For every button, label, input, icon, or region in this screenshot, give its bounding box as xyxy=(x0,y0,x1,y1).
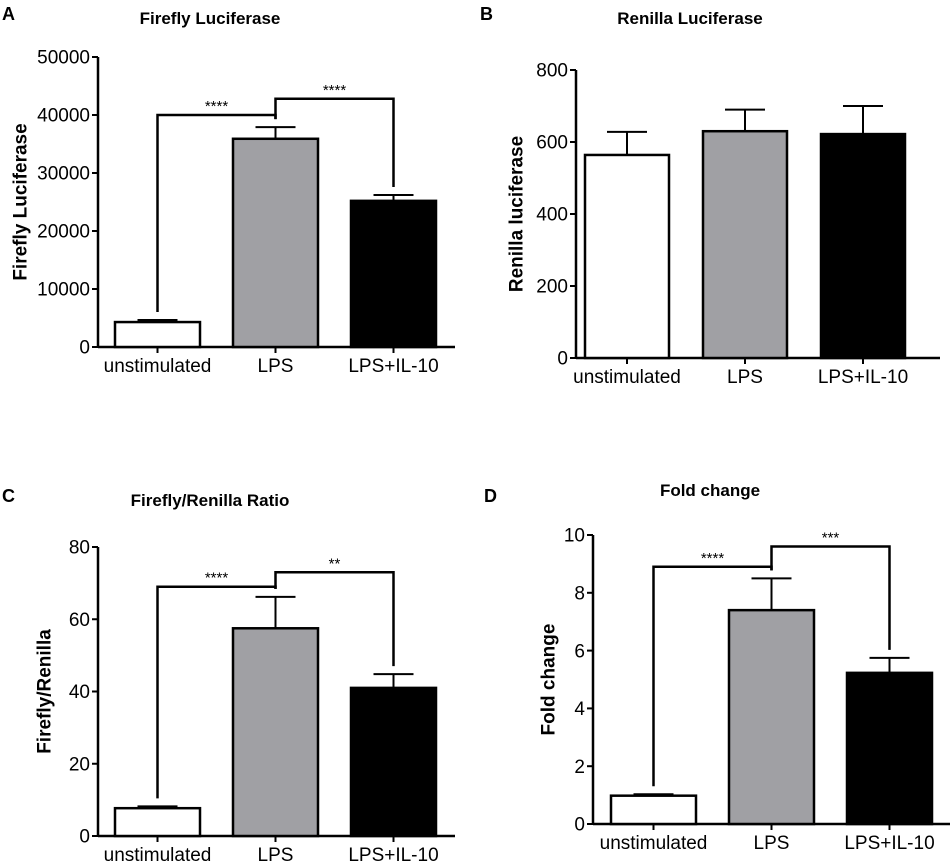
y-tick-label: 800 xyxy=(536,61,568,82)
x-tick-label: unstimulated xyxy=(573,367,681,388)
panel-letter: C xyxy=(2,486,15,506)
significance-bracket xyxy=(274,571,395,667)
x-tick-label: LPS+IL-10 xyxy=(844,833,934,854)
x-tick-label: LPS xyxy=(727,367,763,388)
chart-title: Firefly Luciferase xyxy=(140,9,281,28)
x-tick-label: LPS+IL-10 xyxy=(348,356,438,377)
significance-label: **** xyxy=(205,570,229,587)
y-axis-label: Fold change xyxy=(539,624,560,736)
x-tick-label: LPS xyxy=(754,833,790,854)
significance-label: **** xyxy=(205,98,229,115)
y-axis-label: Firefly/Renilla xyxy=(35,629,56,754)
significance-label: **** xyxy=(323,82,347,99)
bar-lps-il-10 xyxy=(845,671,934,826)
bar-unstimulated xyxy=(583,153,671,360)
y-tick-label: 400 xyxy=(536,205,568,226)
y-tick-label: 2 xyxy=(574,757,585,778)
chart-title: Fold change xyxy=(660,481,760,500)
bar-lps xyxy=(231,137,320,349)
y-tick-label: 200 xyxy=(536,277,568,298)
y-axis-label: Renilla luciferase xyxy=(507,136,528,292)
bar-lps xyxy=(727,608,816,826)
significance-label: ** xyxy=(329,555,341,572)
chart-title: Firefly/Renilla Ratio xyxy=(131,491,290,510)
x-tick-label: LPS+IL-10 xyxy=(818,367,908,388)
chart-title: Renilla Luciferase xyxy=(617,9,763,28)
x-tick-label: LPS+IL-10 xyxy=(348,845,438,863)
bar-lps-il-10 xyxy=(349,686,438,838)
y-axis-label: Firefly Luciferase xyxy=(11,123,32,280)
bar-lps xyxy=(231,627,320,838)
y-tick-label: 50000 xyxy=(37,48,90,69)
bar-lps-il-10 xyxy=(819,132,907,360)
y-tick-label: 8 xyxy=(574,583,585,604)
x-tick-label: unstimulated xyxy=(104,356,212,377)
significance-label: *** xyxy=(822,530,840,547)
y-tick-label: 10000 xyxy=(37,280,90,301)
y-tick-label: 20 xyxy=(69,754,90,775)
y-tick-label: 4 xyxy=(574,699,585,720)
significance-bracket xyxy=(274,97,395,188)
panel-letter: A xyxy=(2,4,15,24)
significance-label: **** xyxy=(701,550,725,567)
bar-unstimulated xyxy=(609,794,698,826)
y-tick-label: 0 xyxy=(574,815,585,836)
y-tick-label: 600 xyxy=(536,133,568,154)
significance-bracket xyxy=(770,545,891,650)
panel-letter: D xyxy=(484,486,497,506)
y-tick-label: 30000 xyxy=(37,164,90,185)
y-tick-label: 0 xyxy=(79,338,90,359)
bar-unstimulated xyxy=(113,320,202,349)
bar-lps-il-10 xyxy=(349,199,438,349)
y-tick-label: 0 xyxy=(79,827,90,848)
y-tick-label: 20000 xyxy=(37,222,90,243)
x-tick-label: unstimulated xyxy=(600,833,708,854)
y-tick-label: 0 xyxy=(557,349,568,370)
y-tick-label: 80 xyxy=(69,538,90,559)
x-tick-label: LPS xyxy=(258,356,294,377)
y-tick-label: 60 xyxy=(69,610,90,631)
y-tick-label: 40000 xyxy=(37,106,90,127)
y-tick-label: 10 xyxy=(564,526,585,547)
panel-letter: B xyxy=(480,4,493,24)
y-tick-label: 6 xyxy=(574,641,585,662)
bar-unstimulated xyxy=(113,806,202,838)
y-tick-label: 40 xyxy=(69,682,90,703)
x-tick-label: LPS xyxy=(258,845,294,863)
x-tick-label: unstimulated xyxy=(104,845,212,863)
bar-lps xyxy=(701,129,789,360)
